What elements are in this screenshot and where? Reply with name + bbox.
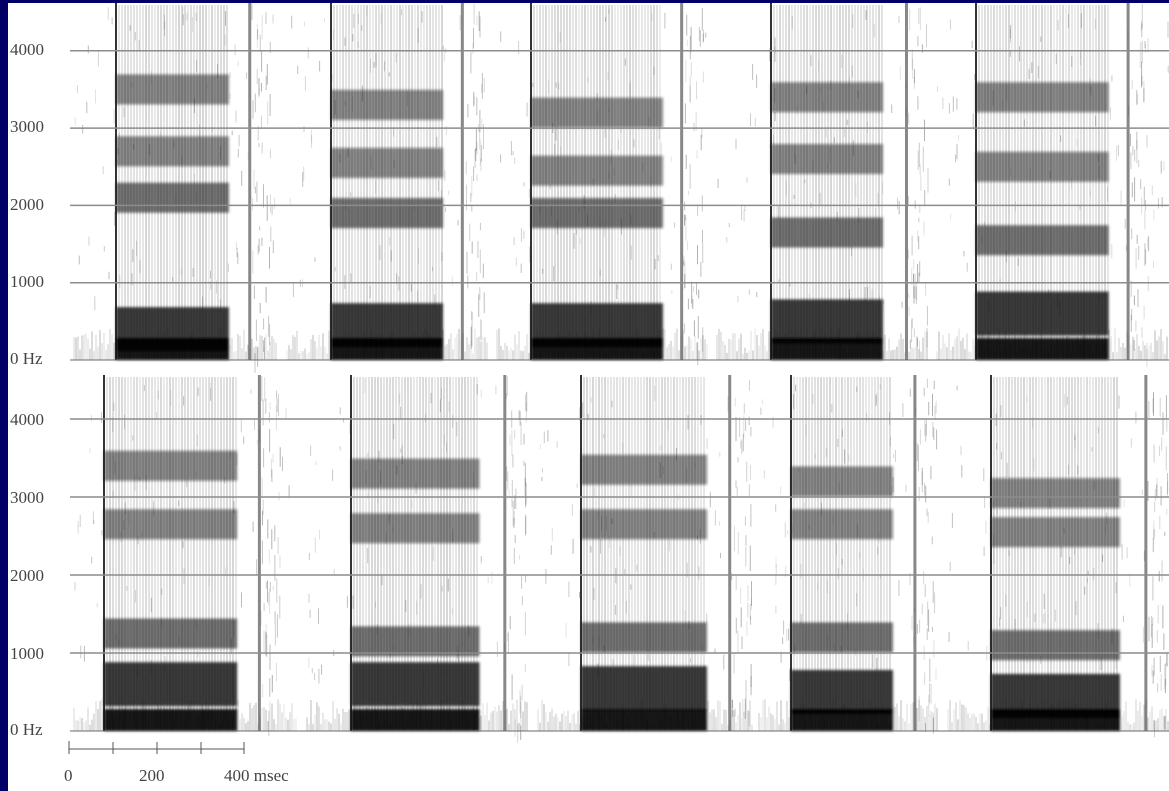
spectrogram-figure: 4000 3000 2000 1000 0 Hz 4000 3000 2000 … bbox=[8, 3, 1169, 791]
y-tick-label-bottom-1000: 1000 bbox=[10, 644, 44, 663]
spectrogram-panel bbox=[73, 3, 277, 373]
y-tick-label-top-3000: 3000 bbox=[10, 117, 44, 136]
spectrogram-canvas: 4000 3000 2000 1000 0 Hz 4000 3000 2000 … bbox=[10, 3, 1169, 785]
frequency-gridlines bbox=[70, 50, 1169, 732]
spectrogram-panel bbox=[716, 3, 929, 360]
spectrogram-panels bbox=[73, 3, 1169, 743]
spectrogram-panel bbox=[947, 375, 1169, 738]
y-tick-label-top-1000: 1000 bbox=[10, 272, 44, 291]
y-tick-label-bottom-0: 0 Hz bbox=[10, 720, 43, 739]
y-tick-label-bottom-3000: 3000 bbox=[10, 488, 44, 507]
spectrogram-panel bbox=[936, 3, 1169, 368]
y-tick-label-bottom-4000: 4000 bbox=[10, 410, 44, 429]
spectrogram-panel bbox=[286, 3, 488, 360]
spectrogram-panel bbox=[496, 3, 708, 366]
y-tick-label-bottom-2000: 2000 bbox=[10, 566, 44, 585]
spectrogram-panel bbox=[73, 375, 297, 736]
spectrogram-panel bbox=[758, 375, 938, 734]
x-tick-label-400: 400 msec bbox=[224, 766, 289, 785]
x-tick-label-200: 200 bbox=[139, 766, 165, 785]
y-tick-label-top-4000: 4000 bbox=[10, 40, 44, 59]
time-scale-bar bbox=[68, 741, 245, 754]
spectrogram-panel bbox=[306, 375, 528, 743]
spectrogram-panel bbox=[537, 375, 753, 731]
y-tick-label-top-2000: 2000 bbox=[10, 195, 44, 214]
x-tick-label-0: 0 bbox=[64, 766, 73, 785]
y-tick-label-top-0: 0 Hz bbox=[10, 349, 43, 368]
